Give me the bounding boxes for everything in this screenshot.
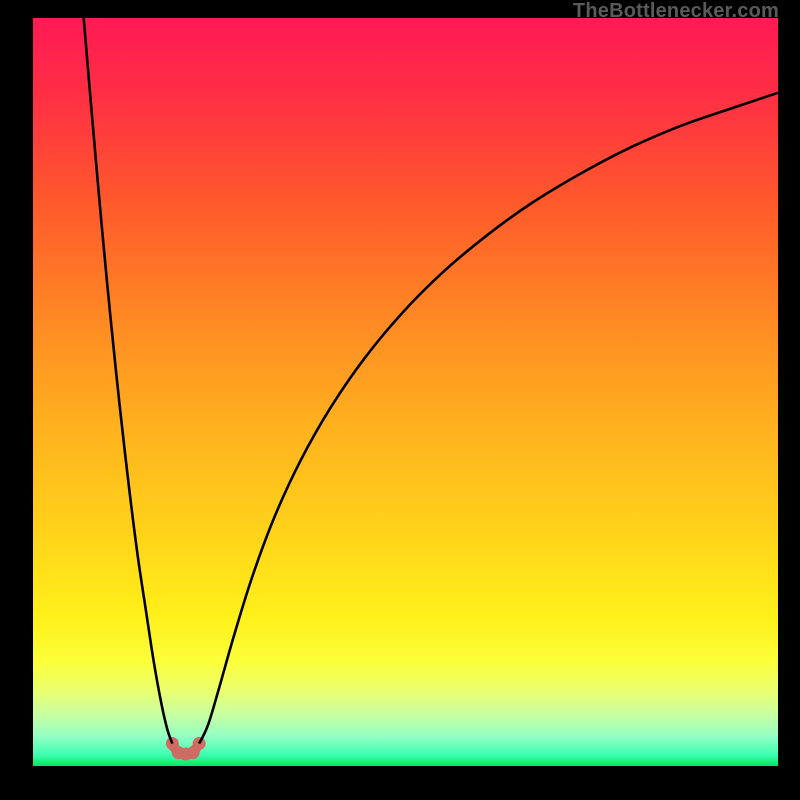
bottleneck-left-curve <box>84 18 173 744</box>
bottleneck-right-curve <box>199 93 778 744</box>
figure-root: TheBottlenecker.com <box>0 0 800 800</box>
watermark-text: TheBottlenecker.com <box>573 0 779 23</box>
curve-layer <box>0 0 800 800</box>
